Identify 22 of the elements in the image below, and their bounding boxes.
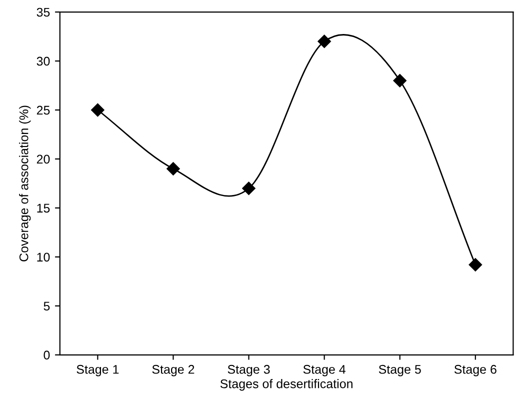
point [468,258,482,272]
x-tick-label: Stage 4 [303,364,346,376]
y-tick-label: 10 [37,252,50,262]
x-tick-label: Stage 5 [378,364,421,376]
x-tick-label: Stage 1 [76,364,119,376]
point [393,74,406,88]
x-tick-label: Stage 6 [454,364,496,376]
y-axis-title: Coverage of association (%) [19,106,31,262]
y-tick-label: 35 [36,8,50,17]
point [242,182,256,195]
y-tick-label: 5 [44,302,50,311]
x-tick-label: Stage 3 [228,364,270,376]
x-axis-title: Stages of desertification [220,379,352,391]
y-tick-label: 25 [36,106,50,115]
y-tick-label: 0 [44,350,50,360]
y-tick-label: 30 [36,56,50,66]
point [91,103,104,117]
point [318,34,331,48]
x-tick-label: Stage 2 [152,364,194,376]
y-tick-label: 20 [36,154,50,164]
point [166,162,180,176]
y-tick-label: 15 [37,204,50,213]
